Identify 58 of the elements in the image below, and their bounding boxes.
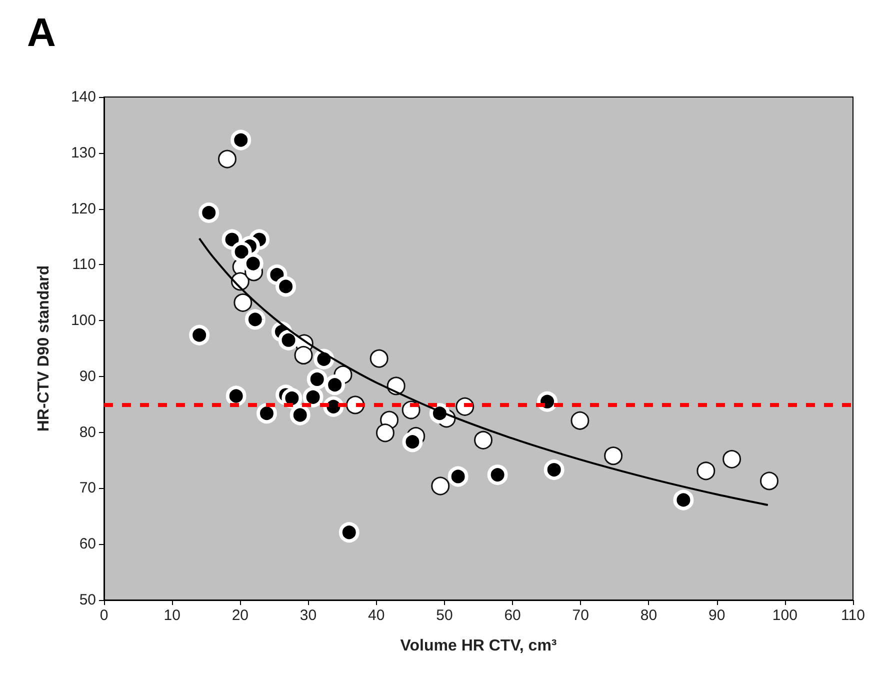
point <box>294 346 313 364</box>
point <box>760 472 778 490</box>
x-tick-label: 70 <box>572 607 589 624</box>
x-tick-label: 80 <box>640 607 658 624</box>
point <box>218 150 236 168</box>
y-tick-label: 70 <box>79 480 96 497</box>
x-tick-label: 60 <box>504 607 521 624</box>
point <box>570 411 590 430</box>
y-tick-label: 130 <box>70 144 96 162</box>
point <box>604 446 623 466</box>
point <box>324 374 346 396</box>
point <box>474 430 493 450</box>
y-tick-label: 50 <box>79 592 96 608</box>
point <box>696 462 716 480</box>
point <box>226 386 246 406</box>
point <box>338 522 360 543</box>
point <box>256 403 277 424</box>
point <box>234 293 252 312</box>
y-tick-label: 140 <box>70 88 96 106</box>
y-tick-label: 100 <box>70 312 96 330</box>
chart-title: A <box>27 11 56 55</box>
x-axis-title: Volume HR CTV, cm³ <box>400 638 557 654</box>
point <box>402 432 423 452</box>
point <box>487 464 508 486</box>
y-tick-label: 120 <box>70 200 96 218</box>
x-tick-label: 50 <box>436 607 453 624</box>
x-tick-label: 110 <box>841 607 865 624</box>
x-tick-label: 100 <box>772 607 798 624</box>
point <box>198 202 220 223</box>
point <box>189 324 210 346</box>
x-tick-label: 10 <box>164 607 180 624</box>
y-tick-label: 80 <box>79 424 96 441</box>
point <box>244 309 266 330</box>
x-tick-label: 0 <box>100 607 108 624</box>
y-tick-label: 110 <box>72 256 96 274</box>
point <box>448 466 468 487</box>
point <box>278 330 299 350</box>
y-axis-title: HR-CTV D90 standard <box>36 265 52 432</box>
point <box>544 460 564 480</box>
point <box>282 388 302 408</box>
x-tick-label: 40 <box>368 607 385 624</box>
point <box>306 368 328 390</box>
point <box>290 404 310 426</box>
point <box>231 242 252 262</box>
x-tick-label: 20 <box>232 607 249 624</box>
y-tick-label: 90 <box>79 368 96 385</box>
point <box>370 349 388 368</box>
point <box>314 348 334 370</box>
point <box>673 490 694 510</box>
point <box>302 386 324 408</box>
y-tick-label: 60 <box>79 536 96 553</box>
point <box>722 450 742 468</box>
point <box>376 424 394 442</box>
x-tick-label: 30 <box>300 607 317 624</box>
point <box>230 130 252 150</box>
point <box>431 476 450 496</box>
point <box>276 276 296 297</box>
x-tick-label: 90 <box>708 607 726 624</box>
